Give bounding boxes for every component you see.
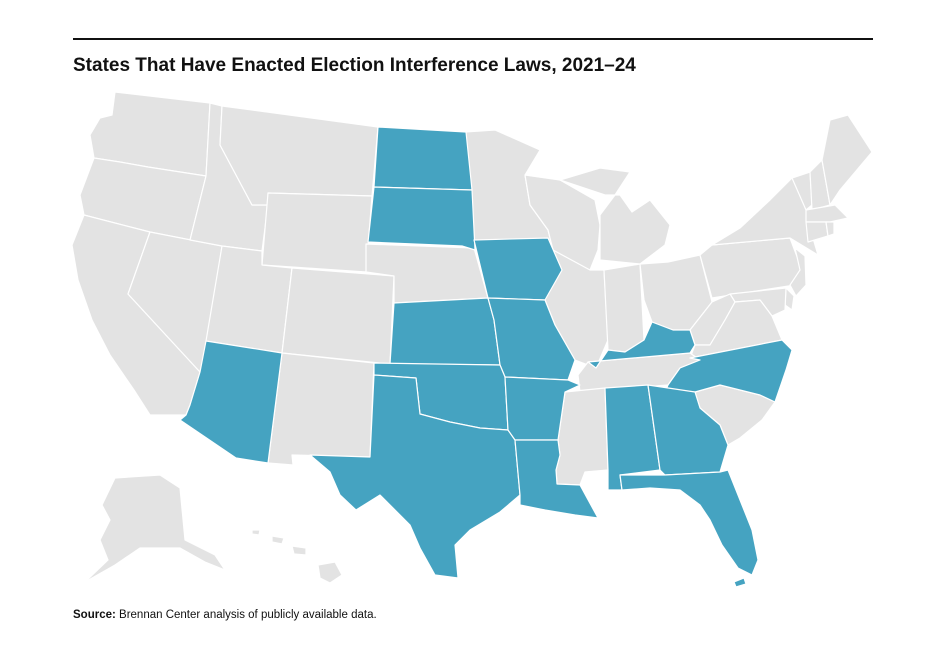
state-GA — [647, 384, 729, 476]
state-NC — [664, 339, 793, 403]
state-HI-4 — [251, 529, 261, 536]
map-title: States That Have Enacted Election Interf… — [73, 55, 636, 76]
state-AK — [84, 474, 226, 583]
state-FL — [619, 469, 759, 576]
state-CT — [805, 221, 829, 243]
state-HI-1 — [317, 561, 343, 584]
state-MT — [219, 105, 379, 206]
state-NM — [267, 352, 375, 466]
state-LA — [514, 439, 599, 519]
state-IN — [603, 263, 645, 353]
state-HI-2 — [291, 545, 307, 556]
state-ME — [821, 114, 873, 206]
source-note: Source: Brennan Center analysis of publi… — [73, 609, 377, 621]
state-NJ — [789, 247, 807, 297]
state-WY — [261, 192, 373, 273]
state-AR — [504, 376, 581, 441]
state-ND — [373, 126, 473, 191]
state-AZ — [179, 340, 283, 464]
source-label: Source: — [73, 609, 116, 621]
state-IA — [473, 237, 563, 301]
top-rule — [73, 38, 873, 40]
state-MI — [559, 167, 671, 265]
state-RI — [825, 221, 835, 237]
source-text: Brennan Center analysis of publicly avai… — [119, 609, 377, 621]
state-KY — [587, 321, 696, 369]
state-FL-keys — [733, 577, 747, 588]
state-CO — [281, 267, 395, 365]
state-SD — [367, 186, 476, 251]
state-MA — [805, 204, 849, 223]
state-TX — [309, 374, 521, 579]
state-HI-3 — [271, 535, 285, 545]
state-KS — [389, 297, 501, 366]
